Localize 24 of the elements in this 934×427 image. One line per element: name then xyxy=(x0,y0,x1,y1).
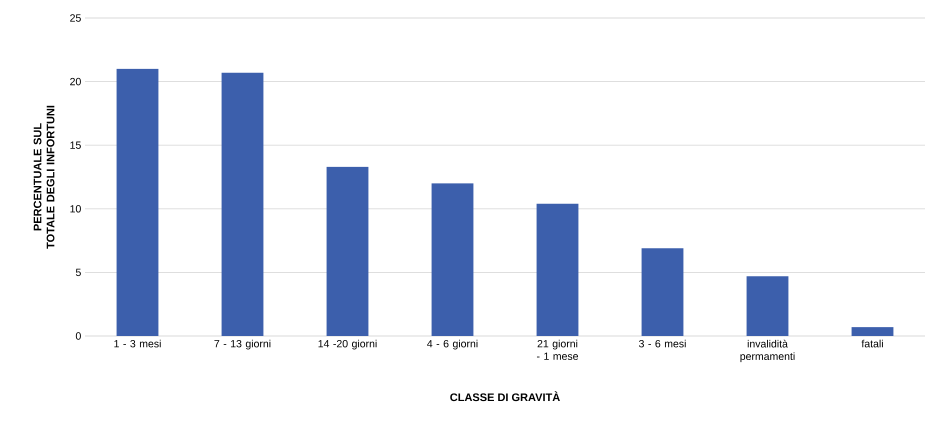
x-axis-title: CLASSE DI GRAVITÀ xyxy=(450,391,560,402)
x-tick-label: 21 giorni - 1 mese xyxy=(536,340,578,360)
bar xyxy=(432,183,474,336)
y-tick-label: 20 xyxy=(70,78,81,86)
bar xyxy=(642,248,684,336)
bar xyxy=(852,327,894,336)
x-tick-label: invalidità permamenti xyxy=(740,340,795,362)
y-tick-label: 5 xyxy=(76,268,81,276)
bar xyxy=(116,68,158,336)
y-tick-label: 10 xyxy=(70,205,81,213)
y-axis-title: PERCENTUALE SUL TOTALE DEGLI INFORTUNI xyxy=(34,106,54,249)
y-tick-label: 15 xyxy=(70,142,81,149)
y-tick-label: 25 xyxy=(70,14,81,22)
bar xyxy=(536,204,578,336)
x-tick-label: 14 -20 giorni xyxy=(318,340,377,350)
x-tick-label: 1 - 3 mesi xyxy=(114,340,161,348)
y-tick-label: 0 xyxy=(76,332,81,340)
bar xyxy=(326,166,368,336)
bar xyxy=(746,276,788,336)
x-tick-label: fatali xyxy=(862,340,883,348)
x-tick-label: 4 - 6 giorni xyxy=(427,340,478,350)
x-tick-label: 7 - 13 giorni xyxy=(214,340,270,350)
bar xyxy=(222,72,264,336)
x-tick-label: 3 - 6 mesi xyxy=(638,340,686,348)
